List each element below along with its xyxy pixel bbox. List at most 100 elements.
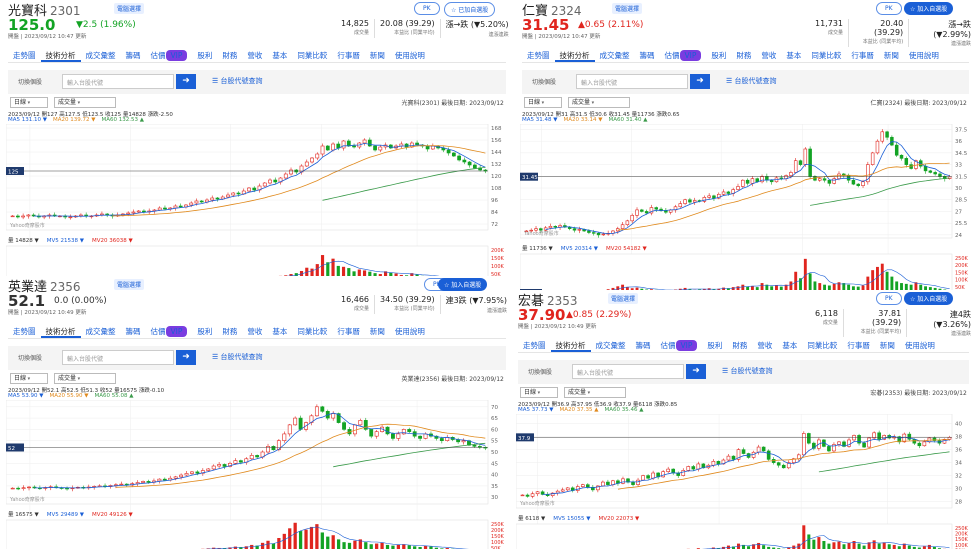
pk-button[interactable]: PK [876,2,902,15]
tab-11[interactable]: 新聞 [879,341,895,350]
tab-11[interactable]: 新聞 [883,51,899,60]
tab-2[interactable]: 成交彙整 [595,341,626,350]
code-lookup-link[interactable]: ☰ 台股代號查詢 [722,367,773,375]
volume-bar [606,289,610,290]
indicator-select[interactable]: 成交量 [568,97,630,108]
ma-value-1: MA20 37.35 ▲ [559,407,599,413]
tab-6[interactable]: 財務 [732,341,748,350]
tab-10[interactable]: 行事曆 [847,341,870,350]
candle [252,187,257,191]
tab-12[interactable]: 使用說明 [394,327,425,336]
tab-5[interactable]: 股利 [197,327,213,336]
stock-code-input[interactable]: 輸入台股代號 [62,350,174,365]
search-go-button[interactable]: ➜ [690,74,710,89]
period-select[interactable]: 日線 [10,97,48,108]
tab-11[interactable]: 新聞 [369,51,385,60]
search-go-button[interactable]: ➜ [686,364,706,379]
y-tick-label: 36 [955,139,962,145]
tab-2[interactable]: 成交彙整 [85,327,116,336]
tab-9[interactable]: 同業比較 [297,327,328,336]
tab-2[interactable]: 成交彙整 [599,51,630,60]
tab-1[interactable]: 技術分析 [40,49,81,62]
tab-3[interactable]: 籌碼 [125,327,141,336]
period-select[interactable]: 日線 [520,387,558,398]
candle [215,197,220,200]
code-lookup-link[interactable]: ☰ 台股代號查詢 [212,353,263,361]
tab-8[interactable]: 基本 [782,341,798,350]
code-lookup-link[interactable]: ☰ 台股代號查詢 [212,77,263,85]
tab-1[interactable]: 技術分析 [550,339,591,352]
search-go-button[interactable]: ➜ [176,350,196,365]
candle [226,194,230,198]
market-tag[interactable]: 電腦選擇 [114,279,145,290]
volume-area [516,523,953,549]
tab-5[interactable]: 股利 [197,51,213,60]
tab-12[interactable]: 使用說明 [908,51,939,60]
candle [276,440,281,451]
tab-7[interactable]: 營收 [761,51,777,60]
volume-bar [807,534,811,549]
tab-4[interactable]: 估價 VIP [660,49,707,62]
period-select[interactable]: 日線 [524,97,562,108]
stock-code-input[interactable]: 輸入台股代號 [62,74,174,89]
tab-5[interactable]: 股利 [707,341,723,350]
market-tag[interactable]: 電腦選擇 [608,293,639,304]
tab-7[interactable]: 營收 [247,51,263,60]
tab-3[interactable]: 籌碼 [125,51,141,60]
vol-tick-label: 250K [491,522,505,528]
market-tag[interactable]: 電腦選擇 [612,3,643,14]
tab-10[interactable]: 行事曆 [337,327,360,336]
tab-0[interactable]: 走勢圖 [13,51,36,60]
add-watchlist-button[interactable]: ☆ 加入自選股 [904,2,954,15]
search-go-button[interactable]: ➜ [176,74,196,89]
pk-button[interactable]: PK [414,2,440,15]
tab-7[interactable]: 營收 [757,341,773,350]
volume-bar [794,271,798,290]
tab-5[interactable]: 股利 [711,51,727,60]
tab-3[interactable]: 籌碼 [639,51,655,60]
indicator-select[interactable]: 成交量 [564,387,626,398]
tab-1[interactable]: 技術分析 [554,49,595,62]
add-watchlist-button[interactable]: ☆ 加入自選股 [438,278,488,291]
tab-3[interactable]: 籌碼 [635,341,651,350]
tab-2[interactable]: 成交彙整 [85,51,116,60]
tab-10[interactable]: 行事曆 [337,51,360,60]
streak-stat: 漲→跌 (▼5.20%) 連漲連跌 [439,19,514,38]
watchlist-added-button[interactable]: ☆ 已加自選股 [444,2,496,17]
add-watchlist-button[interactable]: ☆ 加入自選股 [904,292,954,305]
volume-bar [410,273,414,276]
tab-12[interactable]: 使用說明 [904,341,935,350]
tab-4[interactable]: 估價 VIP [656,339,703,352]
market-tag[interactable]: 電腦選擇 [114,3,145,14]
pk-button[interactable]: PK [876,292,902,305]
tab-6[interactable]: 財務 [222,51,238,60]
tab-1[interactable]: 技術分析 [40,325,81,338]
tab-7[interactable]: 營收 [247,327,263,336]
tab-8[interactable]: 基本 [786,51,802,60]
tab-9[interactable]: 同業比較 [297,51,328,60]
tab-11[interactable]: 新聞 [369,327,385,336]
tab-6[interactable]: 財務 [736,51,752,60]
stock-code-input[interactable]: 輸入台股代號 [572,364,684,379]
stock-code-input[interactable]: 輸入台股代號 [576,74,688,89]
code-lookup-link[interactable]: ☰ 台股代號查詢 [726,77,777,85]
tab-6[interactable]: 財務 [222,327,238,336]
indicator-select[interactable]: 成交量 [54,373,116,384]
y-tick-label: 36 [955,448,962,454]
tab-4[interactable]: 估價 VIP [146,49,193,62]
candle [736,186,740,190]
tab-8[interactable]: 基本 [272,327,288,336]
tab-10[interactable]: 行事曆 [851,51,874,60]
tab-9[interactable]: 同業比較 [811,51,842,60]
candle [741,449,746,454]
tab-8[interactable]: 基本 [272,51,288,60]
tab-0[interactable]: 走勢圖 [523,341,546,350]
tab-0[interactable]: 走勢圖 [13,327,36,336]
indicator-select[interactable]: 成交量 [54,97,116,108]
tab-4[interactable]: 估價 VIP [146,325,193,338]
period-select[interactable]: 日線 [10,373,48,384]
tab-0[interactable]: 走勢圖 [527,51,550,60]
candle [401,429,406,435]
tab-9[interactable]: 同業比較 [807,341,838,350]
tab-12[interactable]: 使用說明 [394,51,425,60]
